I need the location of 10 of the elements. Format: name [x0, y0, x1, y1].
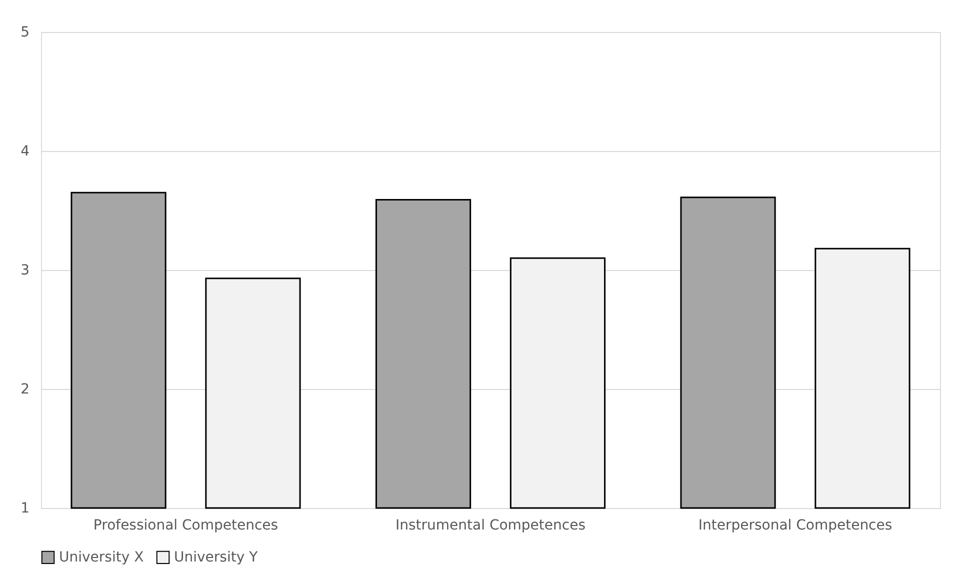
legend-label: University Y — [174, 549, 258, 566]
x-tick-label: Interpersonal Competences — [698, 518, 892, 534]
y-tick-label: 5 — [20, 24, 30, 40]
y-tick-label: 3 — [20, 262, 30, 278]
y-tick-label: 1 — [20, 500, 30, 516]
x-tick-label: Instrumental Competences — [395, 518, 586, 534]
y-tick-label: 4 — [20, 144, 30, 160]
y-tick-label: 2 — [20, 382, 30, 398]
x-tick-label: Professional Competences — [93, 518, 278, 534]
legend-label: University X — [59, 549, 144, 566]
